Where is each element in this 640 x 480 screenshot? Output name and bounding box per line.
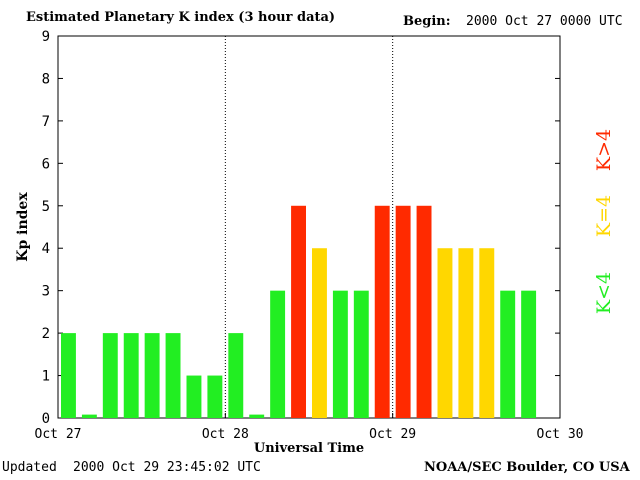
kp-bar — [479, 248, 495, 418]
kp-bar — [291, 205, 306, 418]
kp-bar — [416, 205, 432, 418]
kp-bar — [207, 375, 223, 418]
y-tick-label: 8 — [42, 71, 50, 87]
y-tick-label: 3 — [42, 284, 50, 300]
y-tick-label: 2 — [42, 326, 50, 342]
y-tick-label: 4 — [42, 241, 50, 257]
kp-bar — [81, 414, 97, 418]
kp-bar — [500, 290, 516, 418]
updated-value: 2000 Oct 29 23:45:02 UTC — [73, 460, 261, 475]
kp-bar — [165, 333, 181, 418]
kp-bar — [395, 205, 411, 418]
kp-bar — [374, 205, 390, 418]
kp-bar — [458, 248, 474, 418]
kp-bar — [61, 333, 76, 418]
begin-label: Begin: — [403, 14, 451, 29]
begin-value: 2000 Oct 27 0000 UTC — [466, 14, 623, 29]
legend-k-below-4: K<4 — [593, 271, 616, 315]
kp-bar — [312, 248, 327, 418]
x-tick-label: Oct 27 — [35, 427, 82, 442]
chart-title: Estimated Planetary K index (3 hour data… — [26, 10, 336, 25]
y-tick-label: 1 — [42, 369, 50, 385]
x-tick-label: Oct 30 — [537, 427, 584, 442]
kp-bar — [270, 290, 286, 418]
y-tick-label: 9 — [42, 29, 50, 45]
y-tick-label: 5 — [42, 199, 50, 215]
kp-bar — [123, 333, 139, 418]
kp-bar — [521, 290, 537, 418]
plot-frame — [57, 35, 561, 419]
y-tick-label: 7 — [42, 114, 50, 130]
x-tick-label: Oct 29 — [369, 427, 416, 442]
kp-bar — [332, 290, 348, 418]
kp-bar — [186, 375, 202, 418]
legend-k-above-4: K>4 — [593, 128, 616, 172]
updated-label: Updated — [2, 460, 57, 475]
y-tick-label: 0 — [42, 411, 50, 427]
kp-bar — [144, 333, 160, 418]
legend-k-equal-4: K=4 — [593, 194, 616, 238]
kp-bar — [228, 333, 244, 418]
kp-bar — [437, 248, 453, 418]
kp-bar — [249, 414, 265, 418]
x-tick-label: Oct 28 — [202, 427, 249, 442]
y-axis-label: Kp index — [15, 192, 31, 262]
x-axis-label: Universal Time — [254, 441, 364, 456]
kp-bar — [353, 290, 369, 418]
y-tick-label: 6 — [42, 156, 50, 172]
source-credit: NOAA/SEC Boulder, CO USA — [424, 460, 630, 475]
kp-bar — [102, 333, 118, 418]
